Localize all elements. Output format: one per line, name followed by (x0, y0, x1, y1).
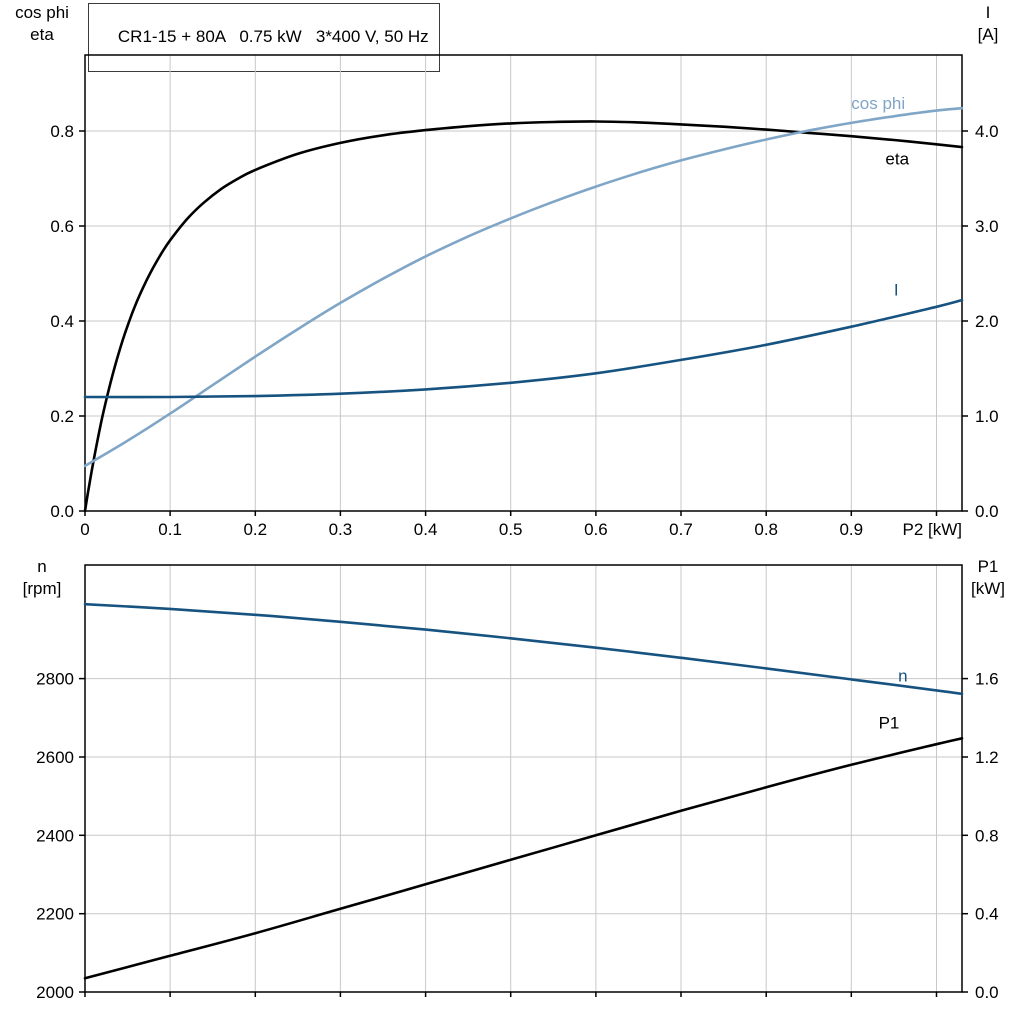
x-tick-label: 0.1 (158, 520, 182, 539)
curve-cos-phi (83, 106, 964, 468)
x-tick-label: 0.6 (584, 520, 608, 539)
left-tick-label: 0.2 (50, 407, 74, 426)
left-tick-label: 0.0 (50, 502, 74, 521)
left-tick-label: 2200 (36, 905, 74, 924)
curve-eta (83, 120, 964, 513)
left-tick-label: 2000 (36, 983, 74, 1002)
right-tick-label: 1.6 (975, 670, 999, 689)
right-axis-title-line-2: [kW] (971, 579, 1005, 598)
left-axis-title-line-1: cos phi (15, 3, 69, 22)
right-tick-label: 0.4 (975, 905, 999, 924)
chart-title: CR1-15 + 80A 0.75 kW 3*400 V, 50 Hz (117, 27, 429, 46)
x-tick-label: 0.3 (329, 520, 353, 539)
x-tick-label: 0.2 (243, 520, 267, 539)
curve-label-cos-phi: cos phi (851, 94, 905, 113)
top-chart-right-axis-title: I [A] (956, 2, 1020, 46)
plot-frame (84, 564, 963, 993)
left-tick-label: 2600 (36, 748, 74, 767)
curve-current (83, 298, 964, 399)
right-tick-label: 0.8 (975, 826, 999, 845)
right-tick-label: 2.0 (975, 312, 999, 331)
left-tick-label: 2400 (36, 826, 74, 845)
right-tick-label: 0.0 (975, 983, 999, 1002)
curve-speed (83, 602, 964, 696)
left-tick-label: 2800 (36, 670, 74, 689)
left-axis-title-line-1: n (37, 557, 47, 576)
bottom-chart-right-axis-title: P1 [kW] (956, 556, 1020, 600)
right-axis-title-line-2: [A] (977, 25, 999, 44)
left-tick-label: 0.4 (50, 312, 74, 331)
x-tick-label: 0.4 (414, 520, 438, 539)
curve-label-speed: n (898, 667, 907, 686)
bottom-chart-left-axis-title: n [rpm] (2, 556, 82, 600)
right-tick-label: 1.2 (975, 748, 999, 767)
x-tick-label: 0 (80, 520, 89, 539)
curve-label-eta: eta (885, 149, 909, 168)
curve-p1 (83, 737, 964, 980)
right-axis-title-line-1: I (985, 3, 991, 22)
x-tick-label: 0.5 (499, 520, 523, 539)
chart-title-box: CR1-15 + 80A 0.75 kW 3*400 V, 50 Hz (88, 3, 440, 72)
plot-frame (84, 54, 963, 512)
right-tick-label: 0.0 (975, 502, 999, 521)
curve-label-p1: P1 (879, 714, 900, 733)
x-tick-label: 0.7 (669, 520, 693, 539)
x-tick-label: 0.8 (754, 520, 778, 539)
left-tick-label: 0.6 (50, 217, 74, 236)
x-tick-label: 0.9 (839, 520, 863, 539)
right-tick-label: 3.0 (975, 217, 999, 236)
right-tick-label: 1.0 (975, 407, 999, 426)
x-axis-label: P2 [kW] (902, 520, 962, 539)
right-tick-label: 4.0 (975, 122, 999, 141)
right-axis-title-line-1: P1 (977, 557, 999, 576)
curve-label-current: I (894, 280, 899, 299)
left-axis-title-line-2: eta (30, 25, 54, 44)
left-axis-title-line-2: [rpm] (22, 579, 62, 598)
top-chart-left-axis-title: cos phi eta (2, 2, 82, 46)
left-tick-label: 0.8 (50, 122, 74, 141)
